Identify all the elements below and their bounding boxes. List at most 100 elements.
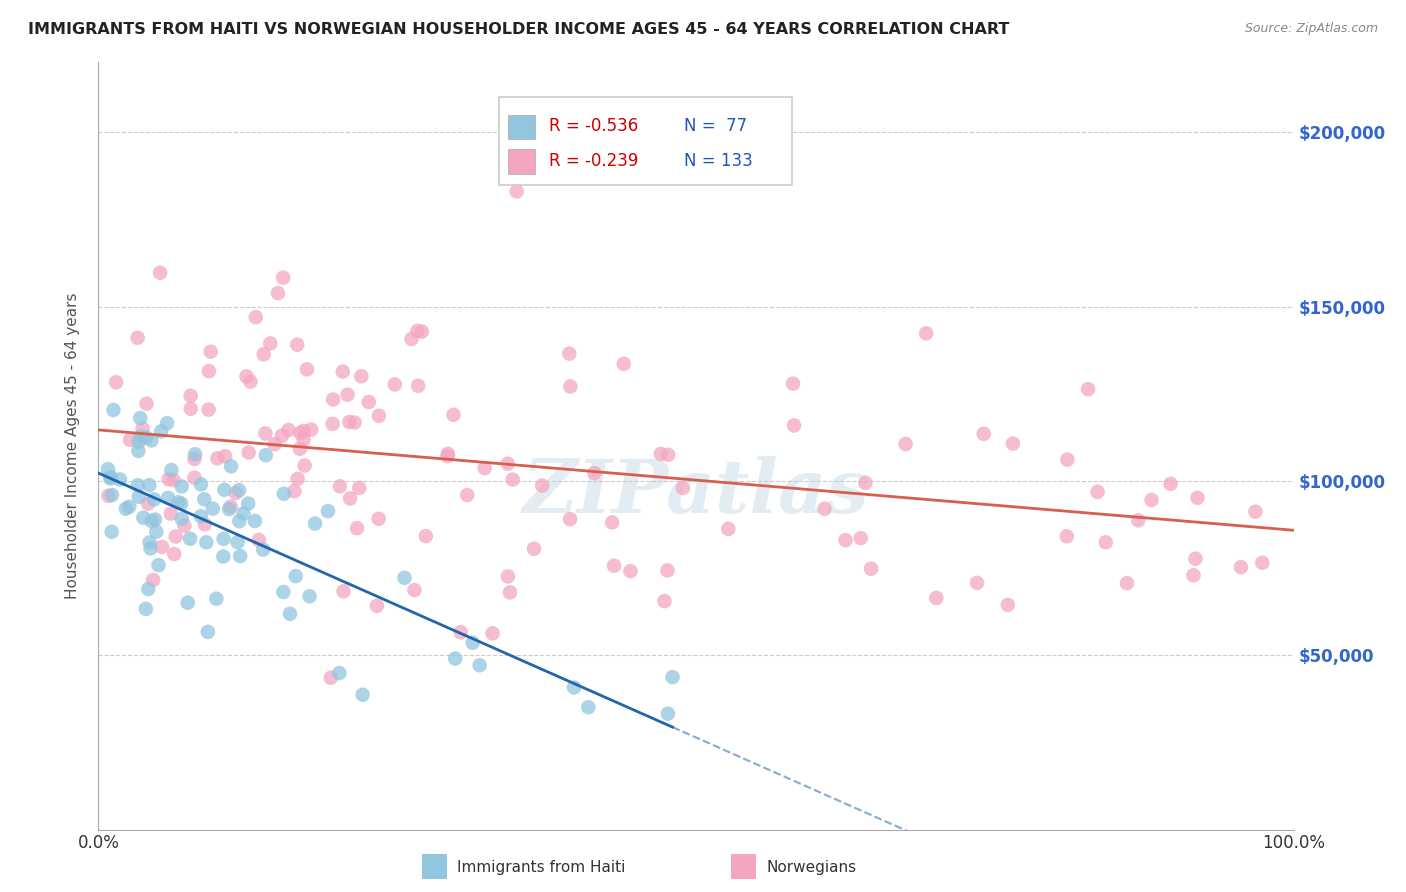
Point [576, 700, 599, 714]
Point [295, 362, 318, 376]
Point [219, 500, 242, 514]
Point [292, 424, 315, 438]
Point [139, 541, 162, 556]
Point [195, 535, 218, 549]
Point [619, 564, 641, 578]
FancyBboxPatch shape [509, 149, 534, 174]
Point [150, 540, 173, 554]
Point [834, 533, 856, 548]
Point [236, 497, 259, 511]
Point [219, 459, 242, 474]
Point [322, 417, 344, 431]
Point [278, 607, 301, 621]
Point [437, 447, 460, 461]
Point [541, 132, 564, 146]
Point [661, 670, 683, 684]
Point [143, 512, 166, 526]
Text: R = -0.239: R = -0.239 [548, 152, 638, 169]
Point [100, 524, 122, 539]
Point [401, 332, 423, 346]
Point [170, 512, 193, 526]
Point [357, 395, 380, 409]
Point [1116, 576, 1139, 591]
Point [288, 442, 311, 456]
Point [1056, 529, 1078, 543]
Point [184, 447, 207, 461]
Point [973, 426, 995, 441]
Point [1001, 436, 1024, 450]
Point [304, 516, 326, 531]
FancyBboxPatch shape [499, 97, 792, 186]
Point [218, 502, 240, 516]
Point [443, 408, 465, 422]
Point [183, 452, 205, 467]
Point [461, 636, 484, 650]
Point [502, 473, 524, 487]
Point [319, 671, 342, 685]
Point [290, 425, 312, 440]
Text: IMMIGRANTS FROM HAITI VS NORWEGIAN HOUSEHOLDER INCOME AGES 45 - 64 YEARS CORRELA: IMMIGRANTS FROM HAITI VS NORWEGIAN HOUSE… [28, 22, 1010, 37]
Point [200, 344, 222, 359]
Point [1251, 556, 1274, 570]
Point [299, 423, 322, 437]
Point [167, 495, 190, 509]
Point [332, 584, 354, 599]
Point [271, 585, 294, 599]
Point [131, 421, 153, 435]
Point [135, 397, 157, 411]
Point [352, 688, 374, 702]
Point [329, 479, 352, 493]
Point [436, 449, 458, 463]
Point [966, 575, 988, 590]
Point [273, 487, 295, 501]
Point [183, 471, 205, 485]
Point [283, 484, 305, 499]
Point [444, 651, 467, 665]
Point [212, 532, 235, 546]
Point [238, 445, 260, 459]
Point [337, 415, 360, 429]
Point [228, 514, 250, 528]
Point [468, 658, 491, 673]
Point [159, 507, 181, 521]
Point [226, 535, 249, 549]
Point [127, 444, 149, 458]
Point [849, 531, 872, 545]
Point [1230, 560, 1253, 574]
Point [650, 447, 672, 461]
Point [343, 416, 366, 430]
Point [292, 433, 315, 447]
Point [108, 472, 131, 486]
Point [254, 448, 277, 462]
Point [583, 466, 606, 480]
Point [157, 472, 180, 486]
Point [474, 461, 496, 475]
Point [523, 541, 546, 556]
Point [190, 509, 212, 524]
Point [294, 458, 316, 473]
Point [160, 463, 183, 477]
Point [496, 569, 519, 583]
Point [143, 492, 166, 507]
Point [368, 409, 391, 423]
Point [170, 497, 193, 511]
Point [657, 448, 679, 462]
Point [562, 681, 585, 695]
Point [179, 532, 201, 546]
Point [894, 437, 917, 451]
Point [148, 558, 170, 573]
Point [560, 379, 582, 393]
Point [1184, 551, 1206, 566]
Point [138, 535, 160, 549]
Point [1160, 476, 1182, 491]
Point [201, 501, 224, 516]
Point [332, 365, 354, 379]
Point [128, 435, 150, 450]
Point [214, 483, 236, 497]
Point [366, 599, 388, 613]
Point [404, 583, 426, 598]
Point [267, 286, 290, 301]
Point [322, 392, 344, 407]
Point [496, 457, 519, 471]
Point [481, 626, 503, 640]
